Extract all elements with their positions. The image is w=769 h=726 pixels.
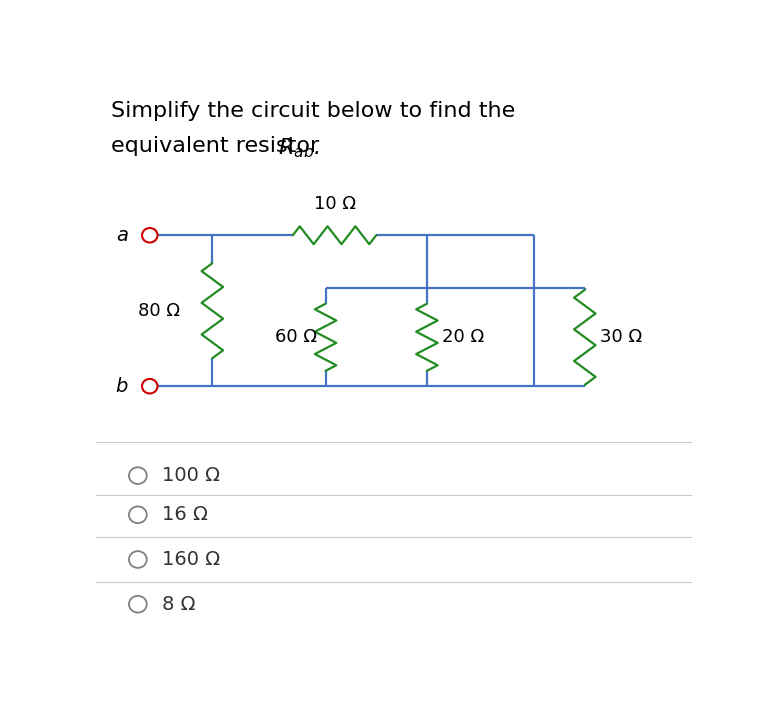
Text: equivalent resistor: equivalent resistor — [111, 136, 326, 156]
Text: a: a — [117, 226, 135, 245]
Text: 160 Ω: 160 Ω — [161, 550, 220, 569]
Text: 100 Ω: 100 Ω — [161, 466, 220, 485]
Text: $R_{ab}$.: $R_{ab}$. — [278, 136, 319, 160]
Text: 80 Ω: 80 Ω — [138, 302, 180, 319]
Text: b: b — [116, 377, 135, 396]
Text: 60 Ω: 60 Ω — [275, 328, 317, 346]
Text: 8 Ω: 8 Ω — [161, 595, 195, 613]
Text: 20 Ω: 20 Ω — [442, 328, 484, 346]
Text: 10 Ω: 10 Ω — [314, 195, 355, 213]
Text: 30 Ω: 30 Ω — [600, 328, 642, 346]
Text: 16 Ω: 16 Ω — [161, 505, 208, 524]
Text: Simplify the circuit below to find the: Simplify the circuit below to find the — [111, 101, 515, 121]
